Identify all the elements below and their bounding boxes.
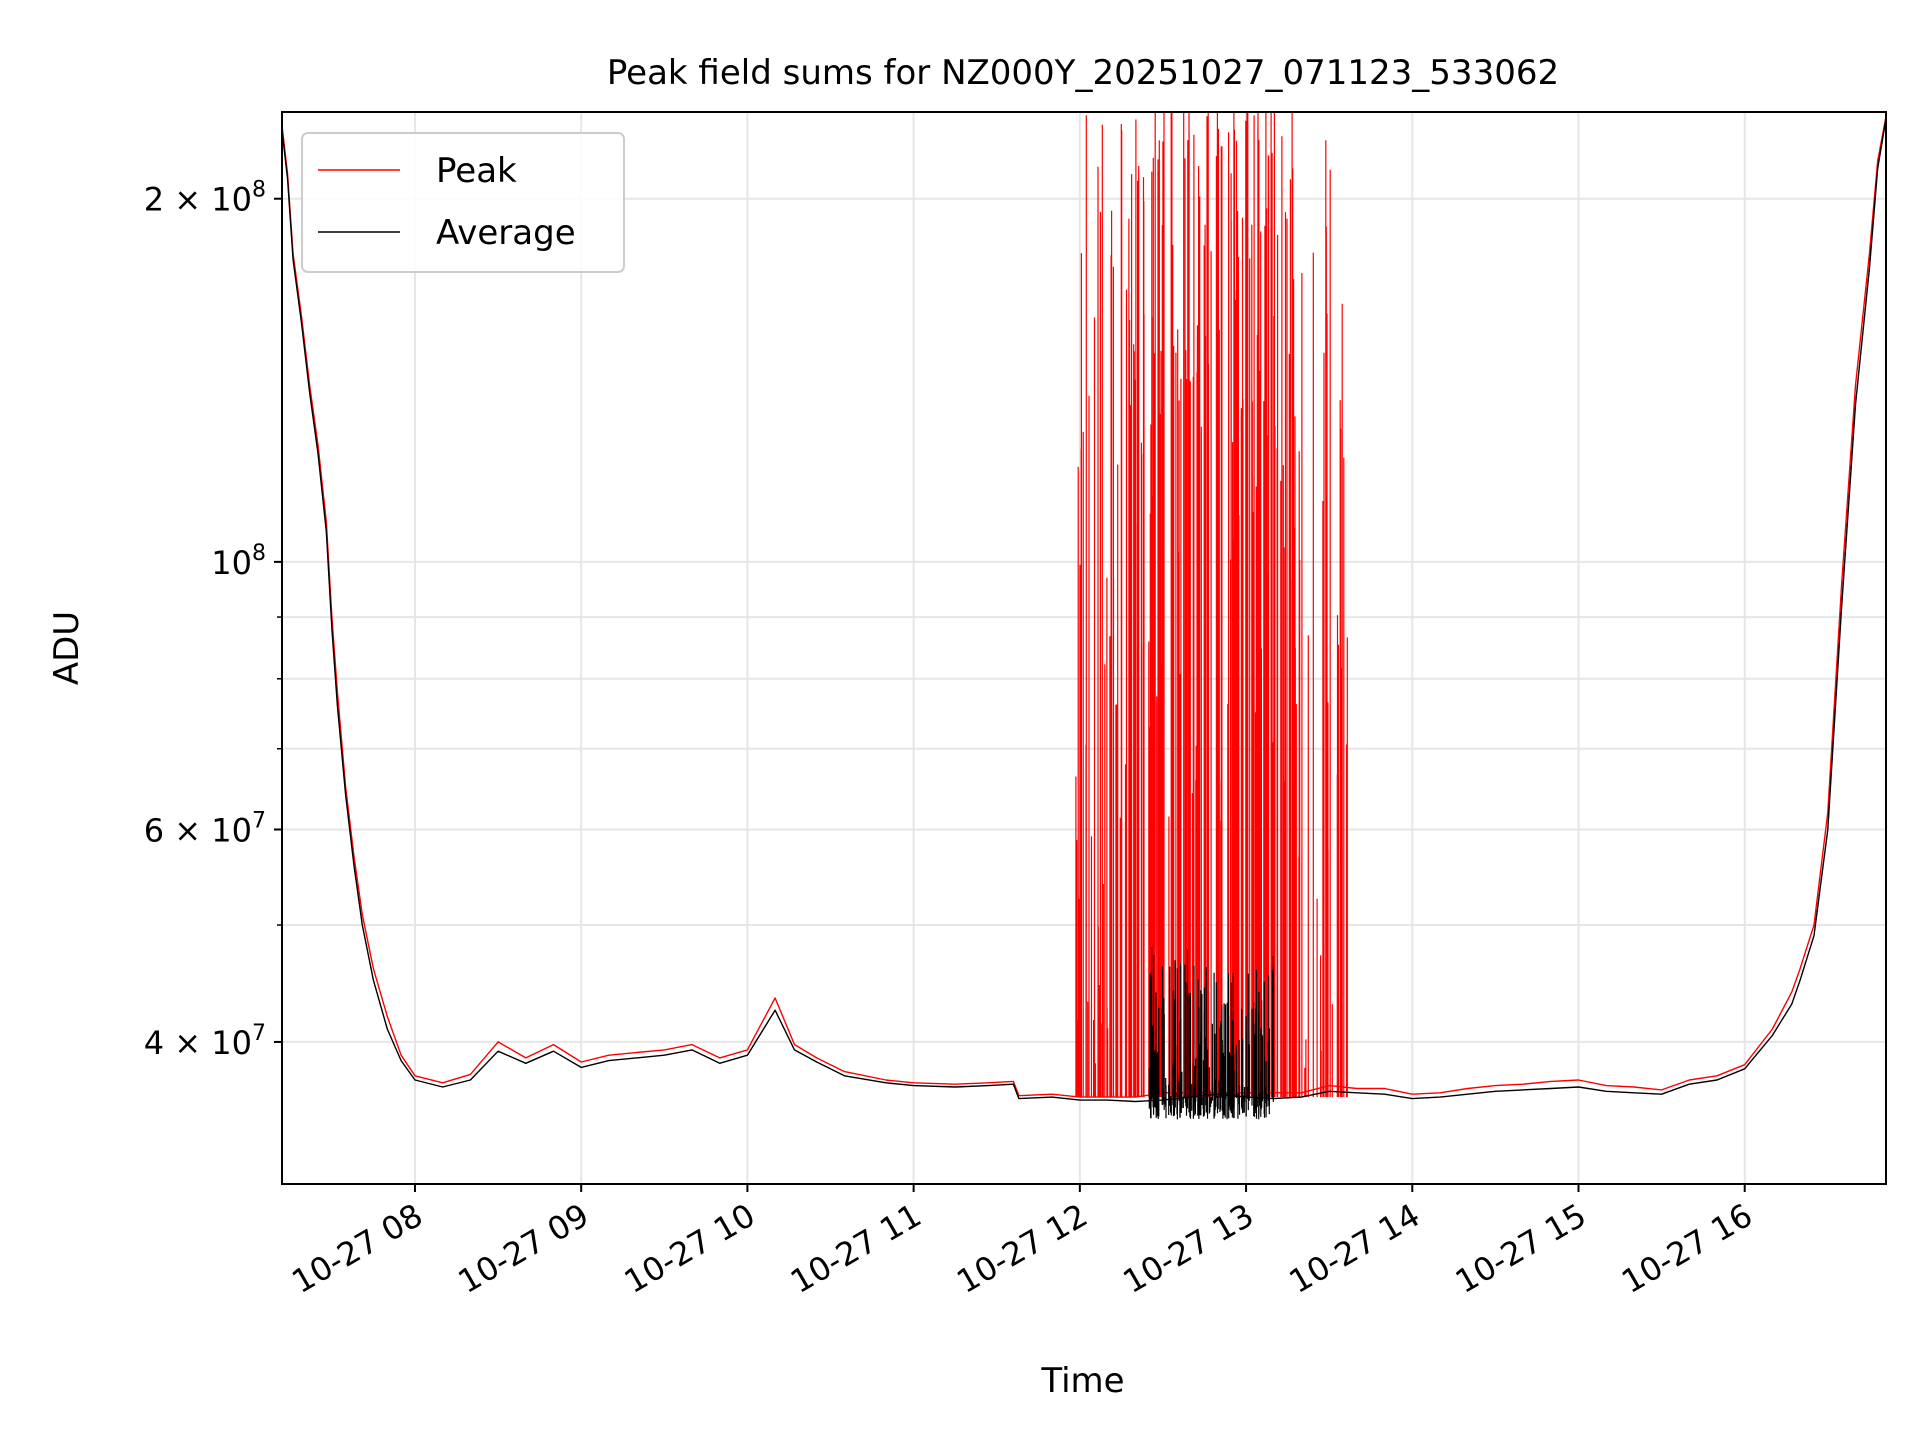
chart-title: Peak field sums for NZ000Y_20251027_0711…	[607, 53, 1559, 93]
series-line-average	[282, 118, 1886, 1103]
legend-label-peak: Peak	[436, 151, 517, 191]
peak-spikes	[1075, 112, 1348, 1120]
series-line-peak	[282, 116, 1886, 1098]
plot-area	[282, 112, 1886, 1184]
plot-frame	[281, 111, 1887, 1185]
y-axis-label: ADU	[47, 611, 87, 685]
grid	[282, 112, 1886, 1184]
x-axis-label: Time	[1040, 1361, 1124, 1401]
y-tick-label: 2 × 108	[144, 178, 266, 219]
legend-box	[301, 132, 625, 273]
y-tick-label: 4 × 107	[144, 1021, 266, 1062]
legend-label-average: Average	[436, 213, 576, 253]
legend: Peak Average	[301, 132, 625, 273]
y-tick-label: 6 × 107	[144, 809, 266, 850]
peak-spike-cluster	[1075, 112, 1348, 1098]
average-noise-cluster	[1148, 947, 1274, 1120]
